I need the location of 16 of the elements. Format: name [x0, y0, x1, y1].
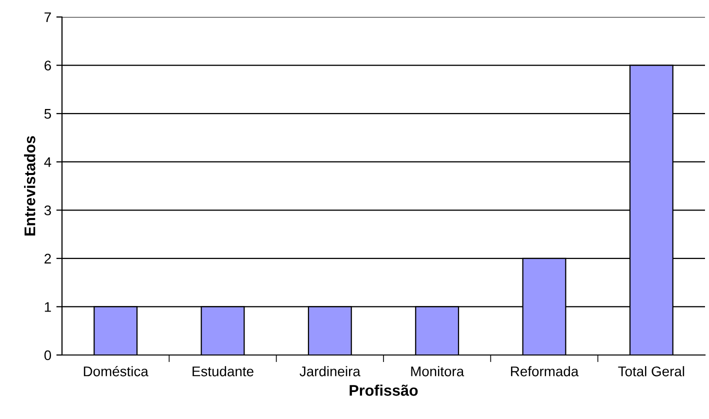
x-tick-label: Estudante: [192, 366, 254, 376]
y-tick-label: 6: [44, 60, 51, 70]
y-tick-label: 3: [44, 205, 51, 216]
y-tick-label: 4: [44, 157, 52, 167]
x-tick-label: Reformada: [511, 366, 579, 376]
x-tick-label: Jardineira: [300, 366, 360, 376]
y-axis-title: Entrevistados: [24, 136, 36, 236]
x-tick-label: Monitora: [411, 366, 464, 376]
y-tick-label: 2: [44, 254, 51, 264]
y-tick-label: 1: [44, 302, 51, 312]
x-tick-label: Doméstica: [84, 366, 148, 376]
y-tick-label: 0: [44, 350, 52, 360]
y-tick-label: 5: [44, 109, 51, 119]
x-axis-title: Profissão: [350, 384, 418, 396]
x-tick-label: Total Geral: [618, 366, 684, 376]
y-tick-label: 7: [44, 12, 51, 22]
